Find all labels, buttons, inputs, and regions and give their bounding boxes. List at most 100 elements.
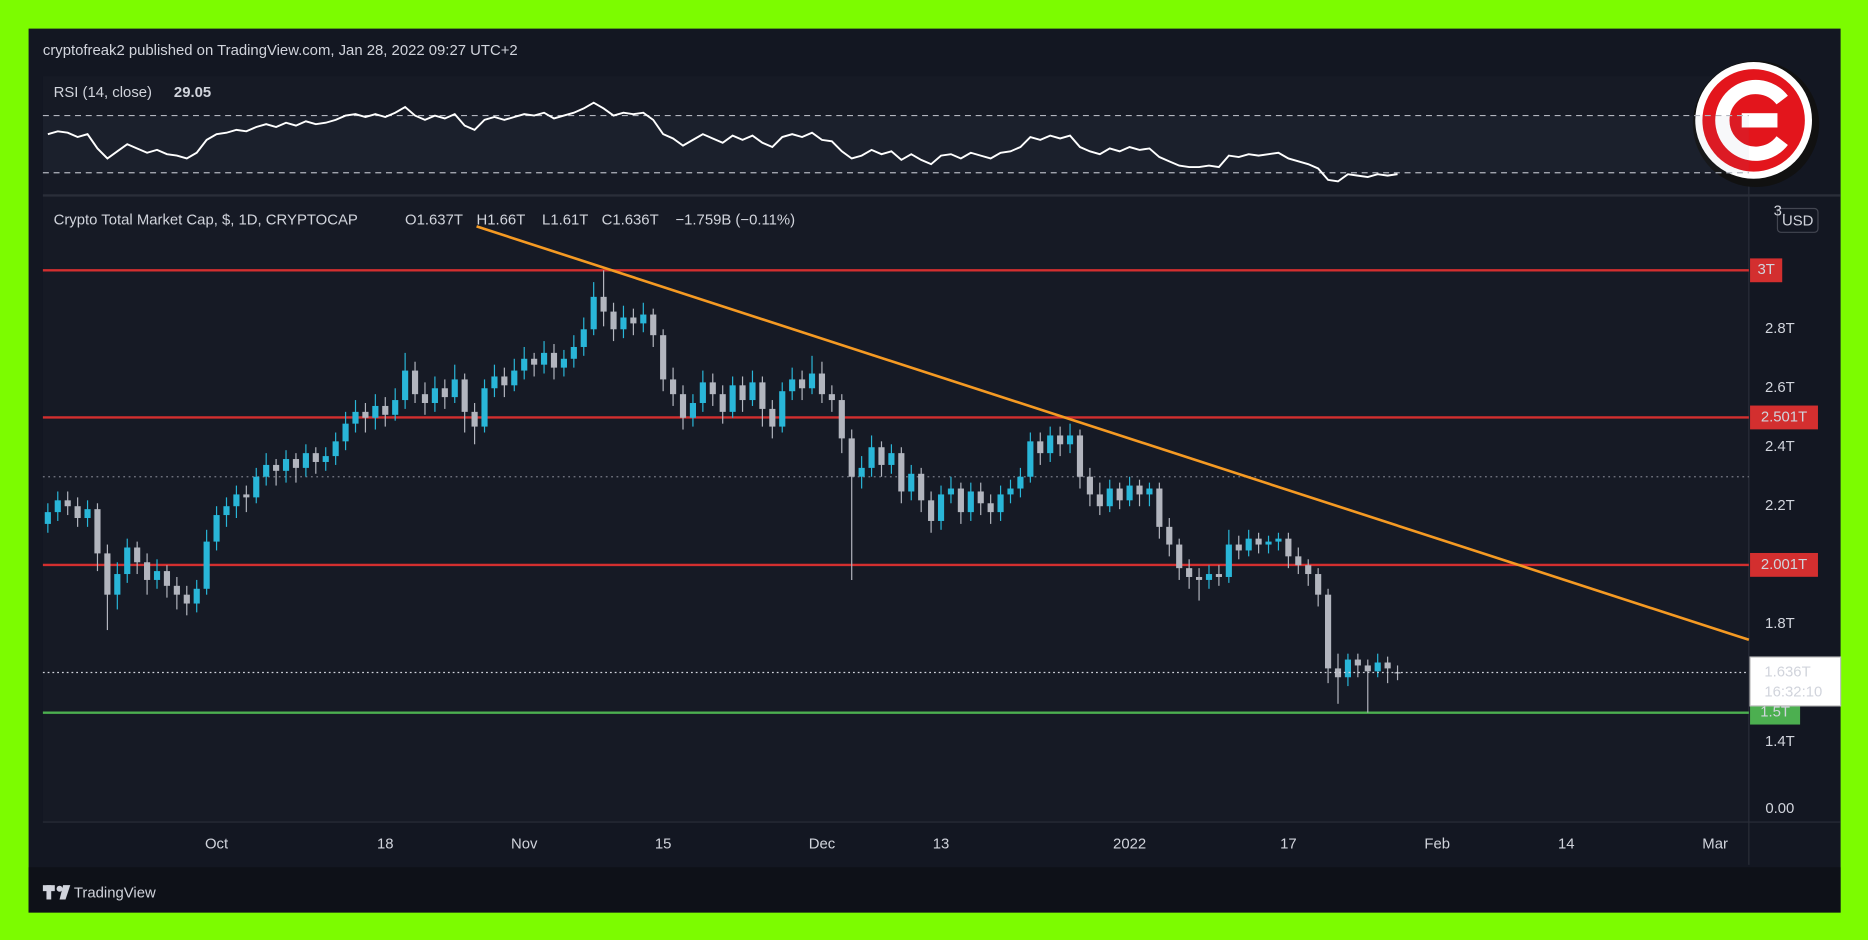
candle-body <box>431 388 438 404</box>
candle-body <box>1057 435 1064 445</box>
candle-body <box>451 379 458 398</box>
candle-body <box>84 509 91 519</box>
candle-body <box>114 574 121 595</box>
candle-body <box>1364 665 1371 672</box>
candle-body <box>858 467 865 477</box>
countdown: 16:32:10 <box>1764 685 1822 701</box>
candle-body <box>570 346 577 359</box>
candle-body <box>521 358 528 371</box>
candle-body <box>421 394 429 404</box>
level-label-box <box>1750 700 1801 725</box>
candle-body <box>104 553 111 595</box>
candle-body <box>1017 476 1024 489</box>
candle-body <box>282 459 290 471</box>
level-label-box <box>1750 405 1818 430</box>
candle-body <box>1334 668 1342 678</box>
y-tick-label: 2.4T <box>1765 439 1795 455</box>
candle-body <box>957 488 964 513</box>
candle-body <box>838 400 845 439</box>
trendline <box>476 225 1750 642</box>
x-tick-label: Oct <box>205 837 229 853</box>
candle-body <box>759 382 766 409</box>
candle-body <box>1384 662 1391 669</box>
level-label: 3T <box>1757 262 1774 278</box>
candle-body <box>640 314 647 324</box>
candle-body <box>918 473 925 501</box>
change: −1.759B (−0.11%) <box>675 212 795 228</box>
candle-body <box>1066 435 1074 445</box>
candle-body <box>183 594 190 604</box>
candle-body <box>481 388 488 427</box>
candle-body <box>928 500 935 521</box>
candle-body <box>292 459 300 468</box>
candle-body <box>670 379 677 395</box>
candle-body <box>1225 544 1232 577</box>
candle-body <box>610 311 617 330</box>
x-tick-label: Dec <box>809 837 836 853</box>
candle-body <box>372 405 379 418</box>
candle-body <box>818 373 826 395</box>
y-tick-label: 2.8T <box>1765 321 1795 337</box>
candle-body <box>1027 441 1034 477</box>
candle-body <box>471 411 478 427</box>
candle-body <box>402 370 409 401</box>
candle-body <box>1245 538 1252 551</box>
last-price-box <box>1749 656 1842 707</box>
candle-body <box>540 352 548 365</box>
candle-body <box>243 494 250 498</box>
candle-body <box>947 488 955 495</box>
candle-body <box>660 335 667 380</box>
candle-body <box>441 388 448 398</box>
y-tick-label: 3. <box>1774 203 1786 219</box>
candle-body <box>679 394 687 418</box>
candle-body <box>550 352 558 368</box>
candle-body <box>1295 556 1302 566</box>
candle-body <box>144 562 151 580</box>
candle-body <box>392 400 399 415</box>
candle-body <box>233 494 240 507</box>
candle-body <box>362 411 369 418</box>
candle-body <box>511 370 518 386</box>
candle-body <box>1195 576 1203 580</box>
candle-body <box>322 456 329 462</box>
candle-body <box>1156 488 1163 527</box>
level-label: 1.5T <box>1760 705 1790 721</box>
published-line: cryptofreak2 published on TradingView.co… <box>43 43 518 59</box>
candle-body <box>1265 541 1272 545</box>
candle-body <box>74 506 81 519</box>
candle-body <box>1344 659 1352 678</box>
candle-body <box>44 512 51 524</box>
candle-body <box>273 464 280 471</box>
candle-body <box>630 317 637 324</box>
y-tick-label: 1.8T <box>1765 616 1795 632</box>
candle-body <box>1205 574 1213 580</box>
candle-body <box>600 296 607 312</box>
x-tick-label: 13 <box>933 837 950 853</box>
candle-body <box>1374 662 1381 672</box>
candle-body <box>689 403 697 418</box>
candle-body <box>1116 488 1123 501</box>
footer-bar <box>28 867 1841 913</box>
candle-body <box>491 376 498 389</box>
candle-body <box>1305 565 1312 575</box>
currency-button[interactable] <box>1776 207 1819 233</box>
candle-body <box>1136 485 1143 495</box>
candle-body <box>163 571 171 586</box>
bottom-axis-label: 0.00 <box>1765 801 1794 817</box>
currency[interactable]: USD <box>1782 214 1814 230</box>
candle-body <box>719 394 726 412</box>
candle-body <box>699 382 706 404</box>
x-tick-label: Nov <box>511 837 538 853</box>
x-tick-label: 17 <box>1280 837 1297 853</box>
candle-body <box>1255 538 1262 545</box>
candle-body <box>848 438 855 477</box>
candle-body <box>1086 476 1093 495</box>
x-tick-label: 14 <box>1558 837 1575 853</box>
candle-body <box>868 447 875 468</box>
candle-body <box>1096 494 1103 507</box>
candle-body <box>94 509 101 554</box>
ohlc-close: C1.636T <box>602 212 659 228</box>
x-tick-label: Feb <box>1424 837 1450 853</box>
candle-body <box>302 453 309 468</box>
